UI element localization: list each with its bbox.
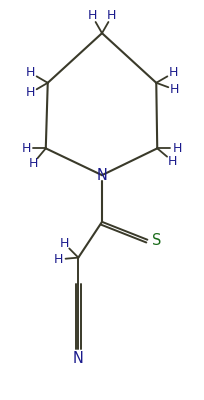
Text: H: H	[26, 86, 35, 99]
Text: H: H	[167, 155, 176, 168]
Text: H: H	[21, 142, 31, 155]
Text: H: H	[169, 83, 179, 96]
Text: H: H	[54, 253, 63, 266]
Text: H: H	[59, 237, 69, 250]
Text: H: H	[26, 66, 35, 79]
Text: H: H	[107, 10, 116, 22]
Text: H: H	[168, 66, 177, 79]
Text: S: S	[151, 233, 160, 248]
Text: H: H	[87, 10, 96, 22]
Text: N: N	[96, 168, 107, 183]
Text: H: H	[28, 157, 38, 170]
Text: N: N	[73, 351, 83, 366]
Text: H: H	[171, 142, 181, 155]
